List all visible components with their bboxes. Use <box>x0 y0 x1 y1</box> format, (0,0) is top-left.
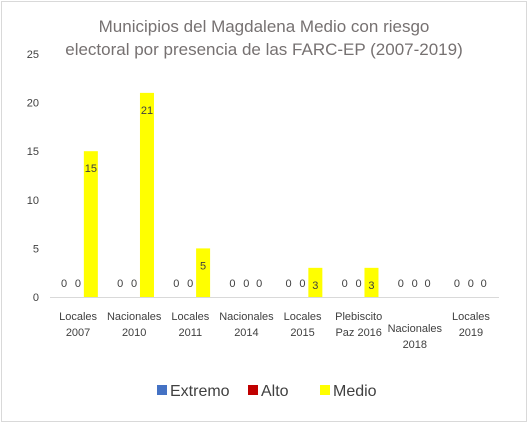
legend: Extremo Alto Medio <box>157 383 377 400</box>
y-tick-label: 15 <box>27 146 39 158</box>
data-label: 21 <box>141 105 153 117</box>
data-label: 0 <box>425 278 431 290</box>
data-label: 0 <box>299 278 305 290</box>
y-tick-label: 20 <box>27 98 39 110</box>
data-label: 15 <box>85 163 97 175</box>
bar-medio <box>364 267 379 297</box>
data-label: 0 <box>229 278 235 290</box>
y-tick-label: 0 <box>33 292 39 304</box>
y-tick-label: 5 <box>33 243 39 255</box>
category-label: 2015 <box>290 327 314 339</box>
data-label: 0 <box>61 278 67 290</box>
data-label: 0 <box>398 278 404 290</box>
bar-medio <box>196 248 211 297</box>
bar-medio <box>139 92 154 297</box>
data-label: 0 <box>243 278 249 290</box>
category-label: 2007 <box>66 327 90 339</box>
data-label: 0 <box>481 278 487 290</box>
data-label: 0 <box>187 278 193 290</box>
category-label: 2019 <box>459 327 483 339</box>
legend-item-extremo: Extremo <box>157 383 230 400</box>
data-label: 5 <box>200 260 206 272</box>
data-label: 3 <box>312 280 318 292</box>
chart-title: Municipios del Magdalena Medio con riesg… <box>65 17 463 59</box>
data-label: 0 <box>356 278 362 290</box>
legend-item-alto: Alto <box>248 383 289 400</box>
category-label: Nacionales <box>388 323 443 335</box>
y-tick-label: 25 <box>27 49 39 61</box>
data-label: 0 <box>468 278 474 290</box>
legend-swatch <box>320 385 330 395</box>
legend-label: Extremo <box>170 383 230 400</box>
legend-label: Alto <box>261 383 289 400</box>
bar-medio <box>308 267 323 297</box>
category-label: 2018 <box>403 339 427 351</box>
data-label: 0 <box>412 278 418 290</box>
data-label: 0 <box>117 278 123 290</box>
data-label: 0 <box>75 278 81 290</box>
x-axis: Locales 2007 Nacionales 2010 Locales 2011 Naci… <box>59 311 490 351</box>
y-tick-label: 10 <box>27 195 39 207</box>
data-label: 3 <box>368 280 374 292</box>
bar-medio <box>83 151 98 297</box>
category-label: Plebiscito <box>335 311 382 323</box>
chart-title-line: electoral por presencia de las FARC-EP (… <box>65 40 463 59</box>
category-label: Locales <box>59 311 97 323</box>
category-label: Paz 2016 <box>335 327 381 339</box>
category-label: Nacionales <box>219 311 274 323</box>
data-label: 0 <box>131 278 137 290</box>
chart-title-line: Municipios del Magdalena Medio con riesg… <box>99 17 430 36</box>
legend-swatch <box>248 385 258 395</box>
data-label: 0 <box>173 278 179 290</box>
category-label: Locales <box>284 311 322 323</box>
legend-swatch <box>157 385 167 395</box>
category-label: Locales <box>171 311 209 323</box>
category-label: Locales <box>452 311 490 323</box>
data-label: 0 <box>256 278 262 290</box>
category-label: 2014 <box>234 327 258 339</box>
data-label: 0 <box>342 278 348 290</box>
legend-label: Medio <box>333 383 377 400</box>
category-label: Nacionales <box>107 311 162 323</box>
data-label: 0 <box>285 278 291 290</box>
data-label: 0 <box>454 278 460 290</box>
category-label: 2011 <box>178 327 202 339</box>
legend-item-medio: Medio <box>320 383 377 400</box>
bars <box>83 92 379 297</box>
category-label: 2010 <box>122 327 146 339</box>
